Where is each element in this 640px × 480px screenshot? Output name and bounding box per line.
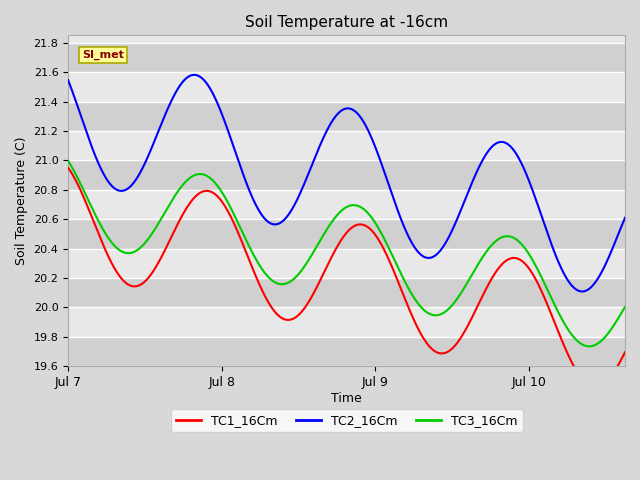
Bar — [68, 160, 625, 190]
Text: SI_met: SI_met — [82, 50, 124, 60]
Legend: TC1_16Cm, TC2_16Cm, TC3_16Cm: TC1_16Cm, TC2_16Cm, TC3_16Cm — [171, 409, 523, 432]
Title: Soil Temperature at -16cm: Soil Temperature at -16cm — [245, 15, 448, 30]
Bar — [68, 190, 625, 219]
Bar — [68, 43, 625, 72]
Bar — [68, 278, 625, 308]
Bar — [68, 249, 625, 278]
Bar — [68, 308, 625, 337]
Y-axis label: Soil Temperature (C): Soil Temperature (C) — [15, 137, 28, 265]
Bar — [68, 102, 625, 131]
Bar — [68, 131, 625, 160]
Bar — [68, 72, 625, 102]
Bar — [68, 337, 625, 366]
Bar — [68, 219, 625, 249]
X-axis label: Time: Time — [332, 392, 362, 405]
